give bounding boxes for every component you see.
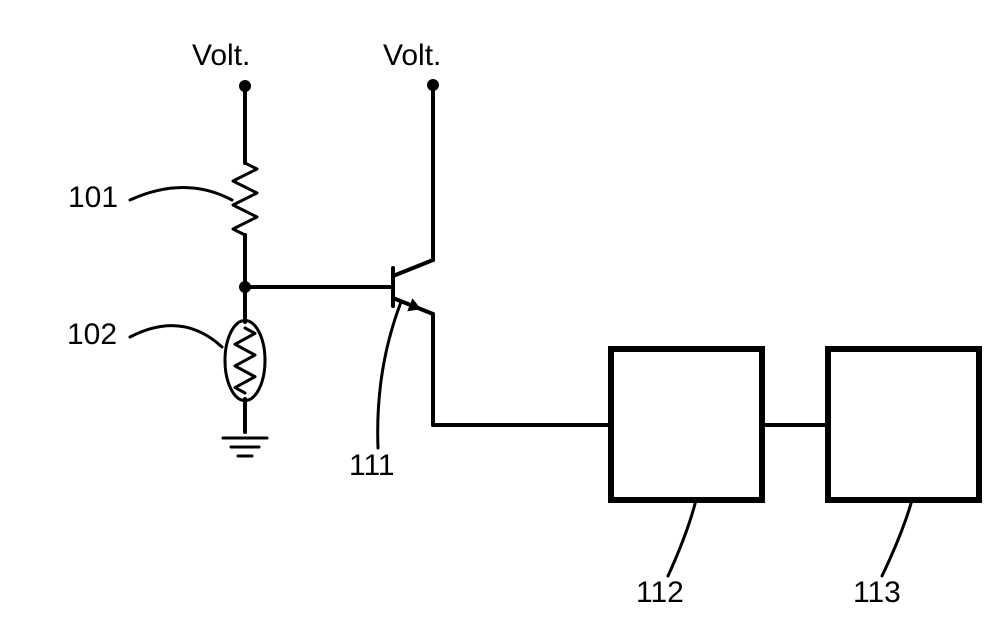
background — [0, 0, 1000, 636]
circuit-diagram: Volt. Volt. 101 102 111 112 113 — [0, 0, 1000, 636]
node-volt_right_top — [427, 79, 439, 91]
label-ref_112: 112 — [636, 576, 684, 609]
label-volt_left: Volt. — [192, 39, 250, 72]
node-volt_left_top — [239, 80, 251, 92]
label-ref_113: 113 — [853, 576, 901, 609]
label-ref_102: 102 — [67, 318, 117, 351]
label-volt_right: Volt. — [383, 39, 441, 72]
label-ref_101: 101 — [68, 181, 118, 214]
node-junction — [239, 281, 251, 293]
label-ref_111: 111 — [349, 449, 395, 482]
